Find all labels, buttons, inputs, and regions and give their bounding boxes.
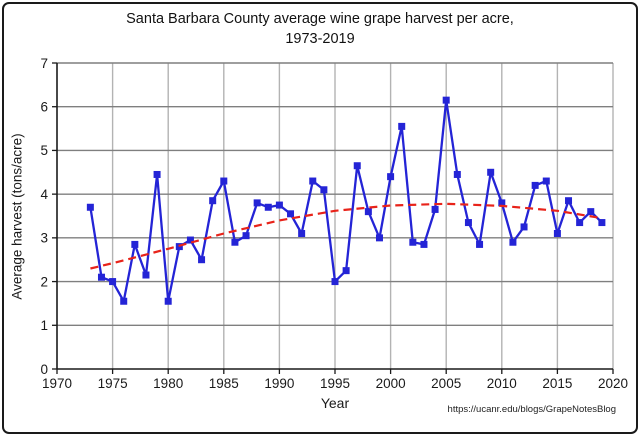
data-point-marker: [287, 210, 295, 218]
data-point-marker: [309, 177, 317, 185]
data-point-marker: [387, 173, 395, 181]
y-tick-label: 2: [40, 274, 48, 289]
x-tick-label: 2000: [376, 376, 406, 391]
data-point-marker: [453, 170, 461, 178]
data-point-marker: [264, 203, 272, 211]
data-point-marker: [142, 271, 150, 279]
x-tick-label: 1975: [98, 376, 128, 391]
data-point-marker: [120, 297, 128, 305]
data-point-marker: [198, 256, 206, 264]
data-point-marker: [431, 205, 439, 213]
data-point-marker: [476, 240, 484, 248]
data-point-marker: [398, 122, 406, 130]
data-point-marker: [531, 181, 539, 189]
data-point-marker: [275, 201, 283, 209]
y-tick-label: 1: [40, 318, 48, 333]
data-point-marker: [553, 229, 561, 237]
source-url: https://ucanr.edu/blogs/GrapeNotesBlog: [447, 404, 616, 415]
x-tick-label: 1995: [320, 376, 350, 391]
data-point-marker: [209, 197, 217, 205]
x-tick-label: 1985: [209, 376, 239, 391]
data-point-marker: [97, 273, 105, 281]
data-point-marker: [464, 219, 472, 227]
y-tick-label: 0: [40, 362, 48, 377]
x-tick-label: 2010: [487, 376, 517, 391]
x-tick-label: 2015: [542, 376, 572, 391]
y-tick-label: 5: [40, 143, 48, 158]
chart-title: Santa Barbara County average wine grape …: [0, 9, 640, 49]
data-point-marker: [565, 197, 573, 205]
x-tick-label: 2005: [431, 376, 461, 391]
y-tick-label: 4: [40, 187, 48, 202]
data-point-marker: [576, 219, 584, 227]
data-point-marker: [542, 177, 550, 185]
data-point-marker: [109, 278, 117, 286]
data-point-marker: [342, 267, 350, 275]
chart-title-line1: Santa Barbara County average wine grape …: [126, 11, 514, 27]
y-tick-label: 3: [40, 231, 48, 246]
data-point-marker: [153, 170, 161, 178]
data-point-marker: [487, 168, 495, 176]
data-point-marker: [298, 229, 306, 237]
data-point-marker: [509, 238, 517, 246]
data-point-marker: [498, 199, 506, 207]
x-tick-label: 1980: [153, 376, 183, 391]
y-tick-label: 7: [40, 56, 48, 71]
data-point-marker: [364, 208, 372, 216]
x-tick-label: 1990: [264, 376, 294, 391]
data-point-marker: [131, 240, 139, 248]
x-tick-label: 1970: [42, 376, 72, 391]
trendline-dashed: [90, 202, 603, 270]
y-axis-label: Average harvest (tons/acre): [9, 133, 25, 300]
x-tick-label: 2020: [598, 376, 628, 391]
data-point-marker: [164, 297, 172, 305]
data-point-marker: [220, 177, 228, 185]
data-point-marker: [186, 236, 194, 244]
chart-title-line2: 1973-2019: [285, 31, 355, 47]
data-point-marker: [86, 203, 94, 211]
data-point-marker: [420, 240, 428, 248]
data-point-marker: [253, 199, 261, 207]
y-tick-label: 6: [40, 100, 48, 115]
data-point-marker: [442, 96, 450, 104]
data-point-marker: [520, 223, 528, 231]
data-point-marker: [353, 162, 361, 170]
data-point-marker: [409, 238, 417, 246]
data-point-marker: [598, 219, 606, 227]
data-point-marker: [587, 208, 595, 216]
x-axis-label: Year: [320, 395, 350, 411]
data-point-marker: [375, 234, 383, 242]
data-point-marker: [231, 238, 239, 246]
data-point-marker: [320, 186, 328, 194]
data-point-marker: [331, 278, 339, 286]
data-point-marker: [242, 232, 250, 240]
